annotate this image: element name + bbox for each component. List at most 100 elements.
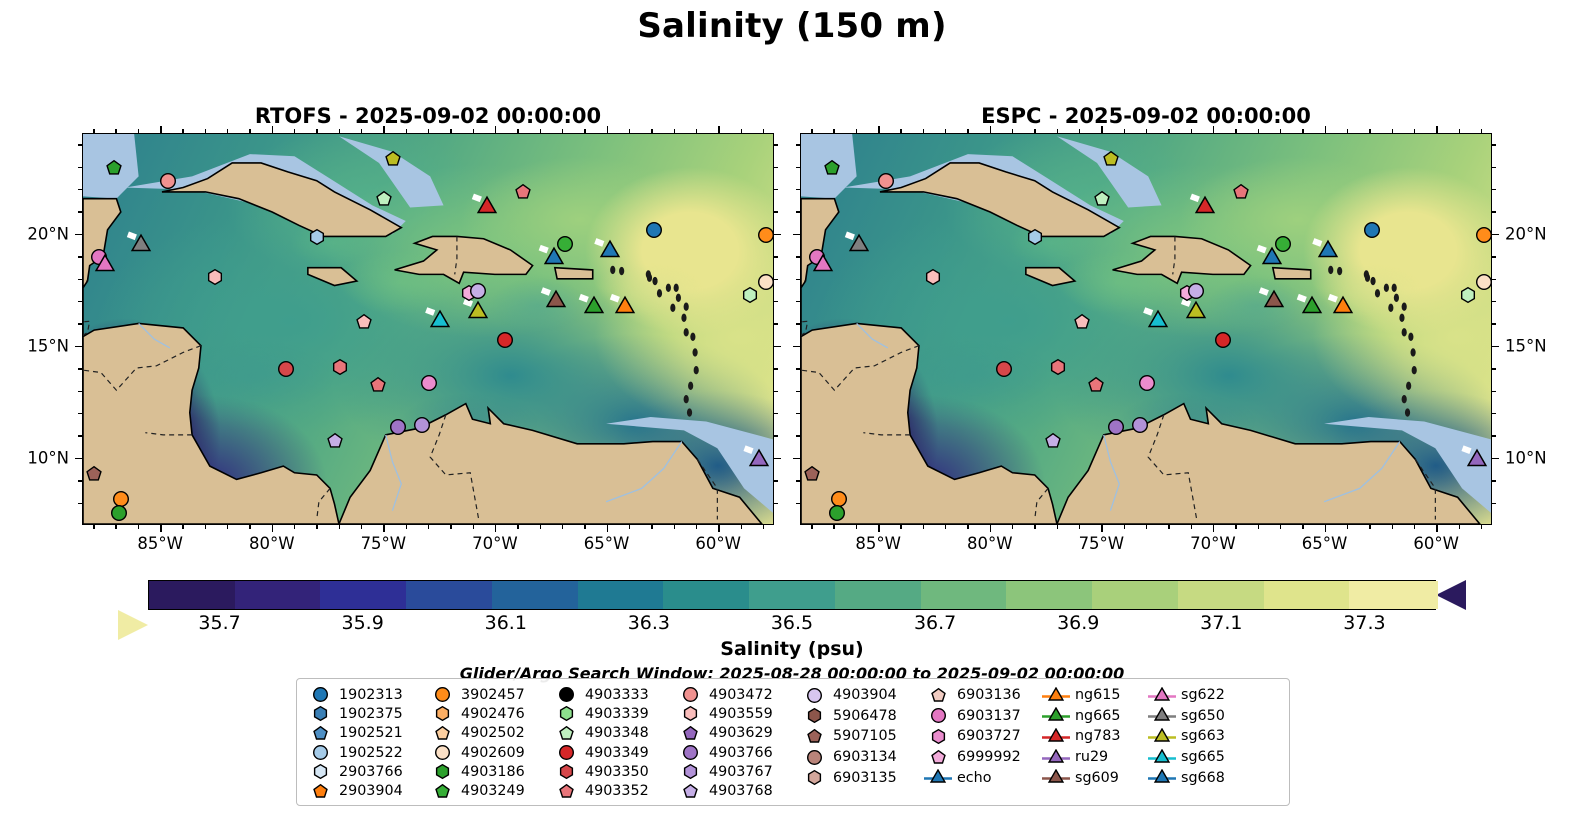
legend-item[interactable]: 1902313	[305, 685, 427, 704]
argo-float-marker[interactable]	[824, 159, 841, 180]
glider-marker[interactable]	[1317, 239, 1339, 265]
glider-marker[interactable]	[848, 233, 870, 259]
argo-float-marker[interactable]	[1107, 419, 1124, 439]
argo-float-marker[interactable]	[376, 190, 393, 211]
argo-float-marker[interactable]	[86, 466, 102, 486]
argo-float-marker[interactable]	[1103, 150, 1120, 171]
argo-float-marker[interactable]	[420, 374, 438, 395]
legend-item[interactable]: sg650	[1147, 706, 1251, 727]
argo-float-marker[interactable]	[758, 226, 773, 247]
glider-marker[interactable]	[467, 300, 489, 326]
legend-item[interactable]: 4903249	[427, 782, 551, 801]
glider-marker[interactable]	[1263, 289, 1285, 315]
legend-item[interactable]: echo	[923, 767, 1041, 788]
legend-item[interactable]: 4902502	[427, 724, 551, 743]
colorbar[interactable]	[118, 580, 1466, 640]
argo-float-marker[interactable]	[1188, 282, 1205, 303]
legend-item[interactable]: 6903135	[799, 767, 923, 788]
argo-float-marker[interactable]	[1094, 190, 1111, 211]
argo-float-marker[interactable]	[514, 184, 531, 204]
argo-float-marker[interactable]	[1050, 358, 1066, 379]
argo-float-marker[interactable]	[356, 313, 373, 334]
legend-item[interactable]: 6903727	[923, 726, 1041, 747]
argo-float-marker[interactable]	[389, 419, 406, 439]
legend-item[interactable]: ru29	[1041, 747, 1147, 768]
glider-marker[interactable]	[599, 239, 621, 265]
glider-marker[interactable]	[94, 253, 116, 279]
argo-float-marker[interactable]	[332, 358, 348, 379]
argo-float-marker[interactable]	[1460, 287, 1476, 307]
legend-item[interactable]: 1902522	[305, 743, 427, 762]
legend-item[interactable]: 2903766	[305, 762, 427, 781]
argo-float-marker[interactable]	[1232, 184, 1249, 204]
argo-float-marker[interactable]	[327, 432, 343, 453]
glider-marker[interactable]	[1185, 300, 1207, 326]
legend-item[interactable]: 4903559	[675, 704, 799, 723]
argo-float-marker[interactable]	[207, 269, 223, 289]
glider-marker[interactable]	[1332, 295, 1354, 321]
legend-item[interactable]: 4903186	[427, 762, 551, 781]
legend-item[interactable]: 6903134	[799, 747, 923, 768]
argo-float-marker[interactable]	[496, 332, 513, 352]
legend-item[interactable]: 4903768	[675, 782, 799, 801]
glider-marker[interactable]	[543, 246, 565, 272]
legend-item[interactable]: sg668	[1147, 767, 1251, 788]
argo-float-marker[interactable]	[758, 273, 773, 294]
argo-float-marker[interactable]	[110, 504, 127, 524]
glider-marker[interactable]	[1466, 448, 1488, 474]
argo-float-marker[interactable]	[1132, 417, 1149, 437]
legend-item[interactable]: 4903349	[551, 743, 675, 762]
legend-item[interactable]: 2903904	[305, 782, 427, 801]
legend-item[interactable]: 6903137	[923, 706, 1041, 727]
legend-item[interactable]: 4903767	[675, 762, 799, 781]
argo-float-marker[interactable]	[369, 376, 386, 397]
argo-float-marker[interactable]	[1045, 432, 1061, 453]
legend-item[interactable]: ng615	[1041, 685, 1147, 706]
glider-marker[interactable]	[1301, 295, 1323, 321]
legend-item[interactable]: 1902375	[305, 704, 427, 723]
argo-float-marker[interactable]	[925, 269, 941, 289]
argo-float-marker[interactable]	[278, 361, 295, 381]
glider-marker[interactable]	[429, 309, 451, 335]
glider-marker[interactable]	[1147, 309, 1169, 335]
argo-float-marker[interactable]	[1138, 374, 1156, 395]
map-panel-espc[interactable]	[800, 133, 1492, 525]
legend-item[interactable]: 5907105	[799, 726, 923, 747]
legend-item[interactable]: 4903350	[551, 762, 675, 781]
glider-marker[interactable]	[614, 295, 636, 321]
glider-marker[interactable]	[1194, 195, 1216, 221]
legend-item[interactable]: 4903766	[675, 743, 799, 762]
legend-item[interactable]: 4902609	[427, 743, 551, 762]
legend-item[interactable]: ng665	[1041, 706, 1147, 727]
legend-item[interactable]: ng783	[1041, 726, 1147, 747]
glider-marker[interactable]	[545, 289, 567, 315]
legend-item[interactable]: 4903472	[675, 685, 799, 704]
argo-float-marker[interactable]	[309, 228, 325, 249]
glider-marker[interactable]	[748, 448, 770, 474]
legend-box[interactable]: 1902313 1902375 1902521 1902522 2903766 29039…	[296, 678, 1290, 806]
argo-float-marker[interactable]	[470, 282, 487, 303]
glider-marker[interactable]	[812, 253, 834, 279]
legend-item[interactable]: 6903136	[923, 685, 1041, 706]
legend-item[interactable]: sg665	[1147, 747, 1251, 768]
legend-item[interactable]: sg663	[1147, 726, 1251, 747]
legend-item[interactable]: 1902521	[305, 724, 427, 743]
argo-float-marker[interactable]	[557, 235, 574, 256]
legend-item[interactable]: 4903339	[551, 704, 675, 723]
legend-item[interactable]: 6999992	[923, 747, 1041, 768]
legend-item[interactable]: 3902457	[427, 685, 551, 704]
argo-float-marker[interactable]	[159, 173, 176, 193]
argo-float-marker[interactable]	[1275, 235, 1292, 256]
glider-marker[interactable]	[130, 233, 152, 259]
argo-float-marker[interactable]	[1087, 376, 1104, 397]
glider-marker[interactable]	[583, 295, 605, 321]
argo-float-marker[interactable]	[804, 466, 820, 486]
argo-float-marker[interactable]	[414, 417, 431, 437]
glider-marker[interactable]	[476, 195, 498, 221]
argo-float-marker[interactable]	[106, 159, 123, 180]
legend-item[interactable]: 4903348	[551, 724, 675, 743]
argo-float-marker[interactable]	[1364, 222, 1381, 242]
legend-item[interactable]: sg609	[1041, 767, 1147, 788]
argo-float-marker[interactable]	[996, 361, 1013, 381]
argo-float-marker[interactable]	[742, 287, 758, 307]
